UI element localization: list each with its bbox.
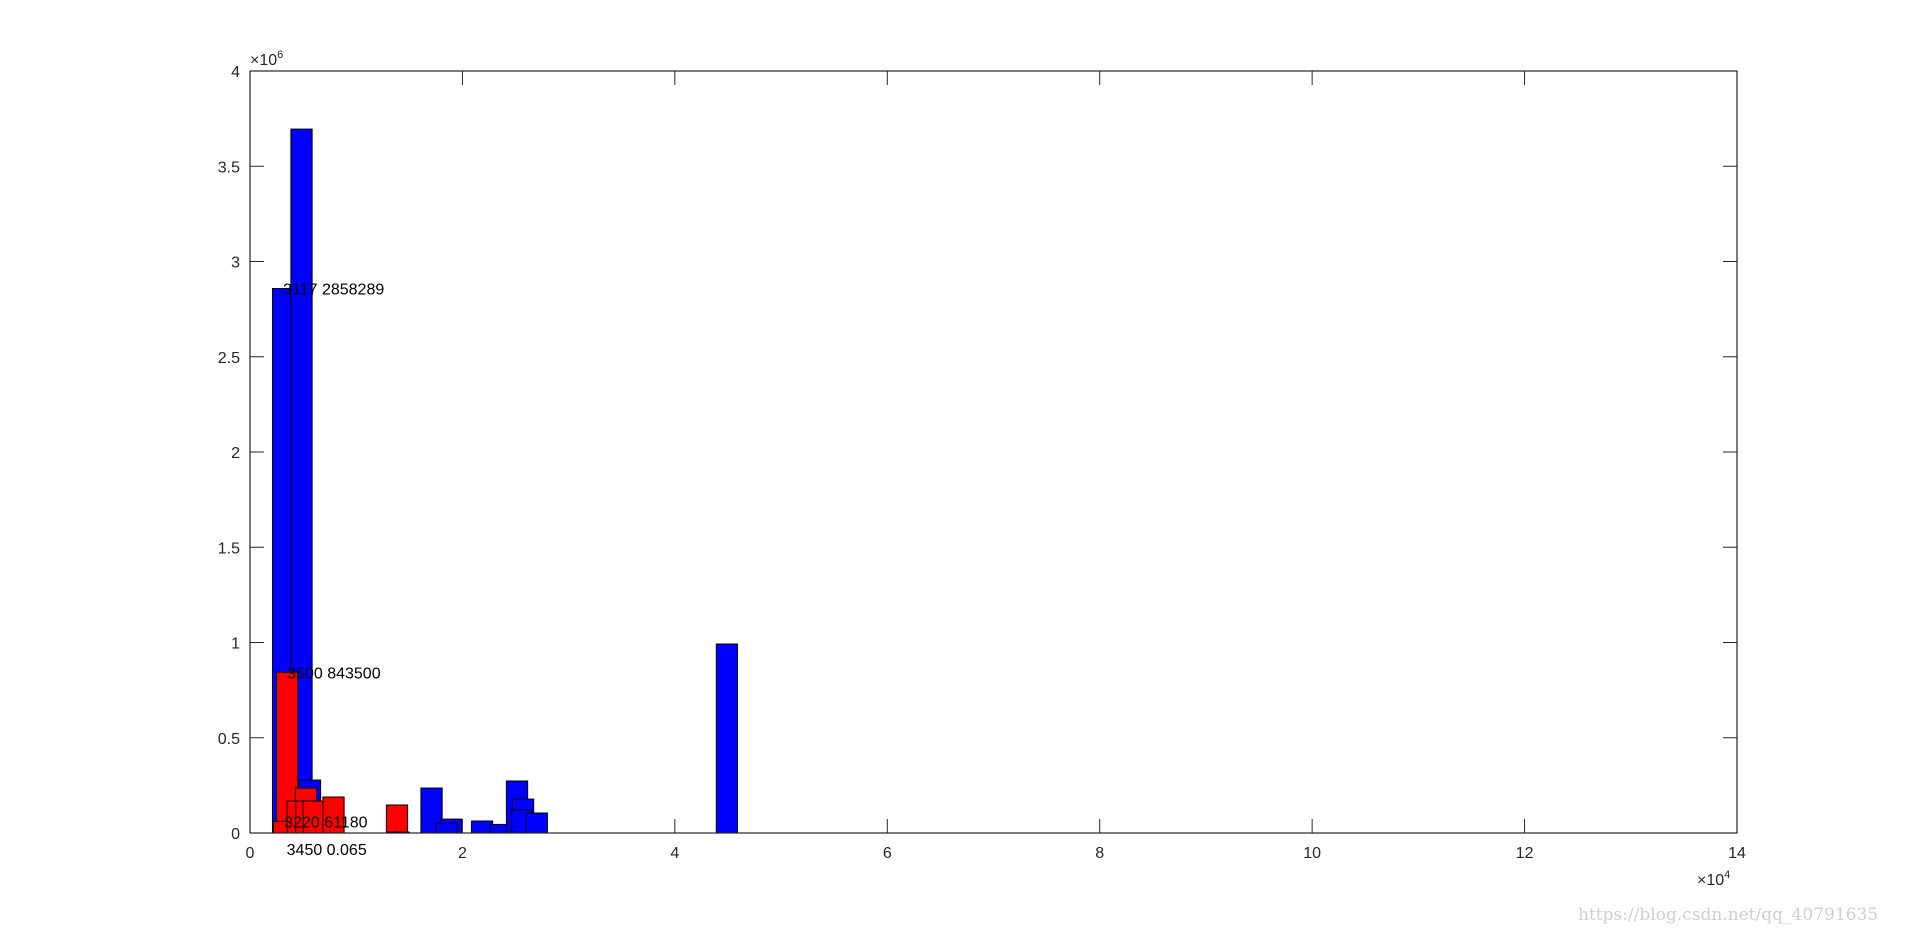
y-tick-label: 3 [231, 255, 240, 272]
watermark: https://blog.csdn.net/qq_40791635 [1578, 905, 1879, 925]
axes-box [249, 70, 1738, 834]
bar-s0-11 [525, 812, 548, 834]
data-label: 3450 0.065 [287, 842, 367, 859]
y-tick-label: 2 [231, 445, 240, 462]
x-tick-label: 6 [883, 845, 892, 862]
y-exponent: ×106 [250, 49, 283, 69]
x-tick-label: 14 [1728, 845, 1746, 862]
x-tick-label: 12 [1516, 845, 1534, 862]
data-label: 3220 61180 [284, 814, 367, 831]
x-tick-label: 8 [1095, 845, 1104, 862]
x-tick-label: 2 [458, 845, 467, 862]
y-tick-label: 1 [231, 636, 240, 653]
bar-s1-7 [385, 804, 409, 834]
data-label: 3117 2858289 [283, 281, 384, 298]
bar-s0-12 [715, 643, 739, 834]
data-label: 3500 843500 [287, 665, 381, 682]
y-tick-label: 3.5 [218, 159, 240, 176]
y-tick-label: 0 [231, 826, 240, 843]
x-tick-label: 0 [246, 845, 255, 862]
x-tick-label: 10 [1303, 845, 1321, 862]
y-tick-label: 4 [231, 64, 240, 81]
x-tick-label: 4 [670, 845, 679, 862]
y-tick-label: 2.5 [218, 350, 240, 367]
y-tick-label: 0.5 [218, 731, 240, 748]
y-tick-label: 1.5 [218, 540, 240, 557]
bar-s0-6 [470, 820, 494, 834]
bar-s0-5 [435, 822, 458, 834]
x-exponent: ×104 [1697, 869, 1730, 889]
